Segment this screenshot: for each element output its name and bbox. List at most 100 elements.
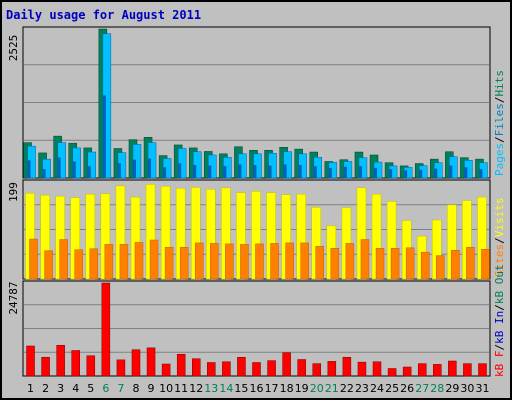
bar-sites [405, 247, 415, 280]
bar-pages [404, 170, 408, 178]
bar-sites [134, 242, 144, 280]
middle-ymax-label: 199 [7, 182, 20, 202]
bar-sites [179, 247, 189, 280]
x-tick-label: 3 [57, 382, 64, 395]
bar-sites [451, 249, 460, 280]
x-tick-label: 12 [189, 382, 203, 395]
bar-sites [44, 250, 53, 280]
x-tick-label: 19 [295, 382, 309, 395]
bar-pages [374, 167, 378, 178]
bar-kb-f [478, 363, 487, 377]
bar-kb-f [252, 362, 261, 377]
bar-kb-f [86, 355, 96, 377]
bar-pages [117, 163, 121, 178]
bar-files [87, 151, 97, 179]
bar-sites [194, 242, 204, 280]
bar-kb-f [448, 360, 457, 377]
top-panel-bars [23, 28, 488, 179]
bar-pages [283, 164, 287, 178]
bar-sites [119, 244, 129, 280]
x-tick-label: 31 [475, 382, 489, 395]
bar-pages [178, 163, 182, 178]
x-tick-label: 15 [234, 382, 248, 395]
bar-sites [360, 239, 370, 280]
x-tick-label: 16 [250, 382, 264, 395]
bar-pages [238, 164, 242, 178]
bar-kb-f [327, 361, 337, 377]
bar-kb-f [357, 361, 367, 377]
bar-pages [72, 161, 76, 178]
bar-pages [87, 166, 91, 178]
x-tick-label: 5 [87, 382, 94, 395]
x-tick-label: 9 [148, 382, 155, 395]
x-tick-label: 24 [370, 382, 384, 395]
bar-sites [225, 243, 234, 280]
bar-pages [419, 169, 423, 178]
bar-pages [479, 169, 483, 178]
bar-kb-f [71, 350, 80, 377]
bar-kb-f [191, 358, 201, 377]
legend-entry: / [493, 237, 506, 244]
bar-kb-f [463, 363, 472, 377]
x-tick-label: 28 [430, 382, 444, 395]
bar-sites [29, 238, 38, 280]
bar-pages [223, 166, 227, 178]
bar-pages [343, 166, 347, 178]
bar-sites [300, 242, 309, 280]
x-tick-label: 27 [415, 382, 429, 395]
bar-kb-f [342, 356, 352, 377]
legend-entry: Sites [493, 244, 506, 277]
bar-sites [240, 244, 249, 280]
bar-kb-f [222, 361, 231, 377]
x-tick-label: 23 [355, 382, 369, 395]
legend-entry: kB F [493, 351, 506, 378]
x-tick-label: 17 [265, 382, 279, 395]
bar-pages [328, 167, 332, 178]
x-tick-label: 7 [117, 382, 124, 395]
legend-entry: Hits [493, 70, 506, 97]
bar-kb-f [372, 361, 382, 377]
legend-entry: Pages [493, 143, 506, 176]
bar-pages [57, 157, 61, 178]
bar-kb-f [26, 345, 35, 377]
x-tick-label: 30 [460, 382, 474, 395]
bar-pages [358, 166, 362, 178]
bar-kb-f [116, 359, 126, 377]
bar-pages [464, 167, 468, 178]
bar-sites [330, 248, 340, 280]
x-tick-label: 20 [310, 382, 324, 395]
bar-kb-f [41, 356, 50, 377]
bar-pages [313, 166, 317, 178]
legend-entry: Visits [493, 198, 506, 238]
bottom-panel-bars [26, 282, 487, 377]
bar-kb-f [101, 282, 111, 377]
x-tick-labels: 1 2 3 4 5 6 7 8 9 10 11 12 13 14 15 16 17 18 19 20 21 22 23 24 2… [27, 382, 489, 395]
bottom-ymax-label: 24787 [7, 281, 20, 314]
legend-entry: kB In [493, 311, 506, 344]
middle-panel-bars [25, 184, 490, 280]
bar-sites [420, 251, 430, 280]
bar-sites [210, 243, 219, 280]
bar-sites [436, 255, 445, 280]
bar-kb-f [417, 363, 427, 377]
middle-legend: Sites/Visits [493, 198, 506, 278]
bar-kb-f [312, 363, 322, 377]
x-tick-label: 8 [132, 382, 139, 395]
bar-kb-f [131, 349, 141, 377]
legend-entry: Files [493, 103, 506, 136]
legend-entry: / [493, 136, 506, 143]
x-tick-label: 6 [102, 382, 109, 395]
bar-kb-f [56, 344, 65, 377]
x-tick-label: 18 [280, 382, 294, 395]
bar-pages [434, 168, 438, 178]
bar-files [42, 158, 51, 179]
bar-kb-f [282, 352, 291, 377]
bar-sites [481, 249, 490, 280]
bar-pages [42, 169, 46, 178]
bottom-legend: kB F/kB In/kB Out [493, 264, 506, 377]
bar-sites [345, 243, 355, 280]
legend-entry: kB Out [493, 264, 506, 304]
bar-pages [148, 158, 152, 178]
x-tick-label: 11 [174, 382, 188, 395]
legend-entry: / [493, 344, 506, 351]
